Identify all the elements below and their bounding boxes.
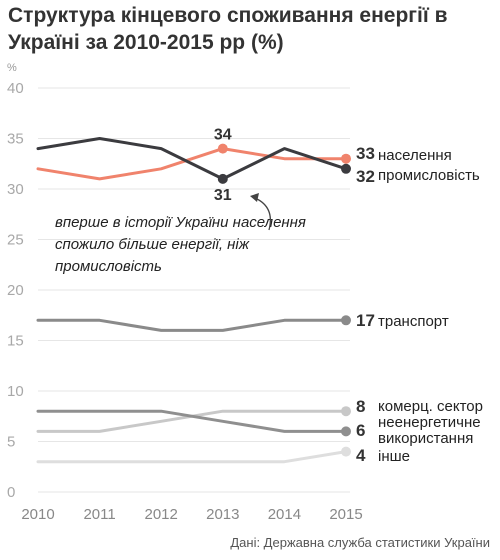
end-value-label: 33 bbox=[356, 144, 375, 163]
y-tick-label: 10 bbox=[7, 383, 24, 400]
series-line bbox=[38, 452, 346, 462]
series-name-label: транспорт bbox=[378, 313, 449, 330]
end-value-label: 32 bbox=[356, 167, 375, 186]
data-point bbox=[341, 315, 351, 325]
series-name-label: неенергетичне bbox=[378, 414, 481, 431]
data-point bbox=[341, 164, 351, 174]
y-tick-label: 5 bbox=[7, 434, 15, 451]
end-value-label: 4 bbox=[356, 446, 366, 465]
annotation-text: спожило більше енергії, ніж bbox=[55, 236, 250, 253]
x-tick-label: 2011 bbox=[83, 506, 115, 523]
annotation-text: промисловість bbox=[55, 258, 162, 275]
annotation-text: вперше в історії України населення bbox=[55, 214, 306, 231]
x-tick-label: 2014 bbox=[268, 506, 301, 523]
source-note: Дані: Державна служба статистики України bbox=[230, 535, 490, 550]
data-point bbox=[341, 154, 351, 164]
point-value-label: 31 bbox=[214, 187, 232, 204]
data-point bbox=[218, 144, 228, 154]
series-name-label: комерц. сектор bbox=[378, 398, 483, 415]
series-line bbox=[38, 411, 346, 431]
x-tick-label: 2015 bbox=[329, 506, 362, 523]
y-tick-label: 25 bbox=[7, 232, 24, 249]
point-value-label: 34 bbox=[214, 127, 232, 144]
data-point bbox=[341, 447, 351, 457]
series-name-label: інше bbox=[378, 448, 410, 465]
series-name-label: населення bbox=[378, 147, 452, 164]
series-line bbox=[38, 320, 346, 330]
y-tick-label: 15 bbox=[7, 333, 24, 350]
series-line bbox=[38, 411, 346, 431]
data-point bbox=[341, 426, 351, 436]
data-point bbox=[341, 406, 351, 416]
data-point bbox=[218, 174, 228, 184]
y-tick-label: 0 bbox=[7, 484, 15, 501]
y-tick-label: 20 bbox=[7, 282, 24, 299]
y-tick-label: 30 bbox=[7, 181, 24, 198]
annotation-arrowhead bbox=[250, 193, 259, 202]
x-tick-label: 2010 bbox=[21, 506, 54, 523]
x-tick-label: 2012 bbox=[145, 506, 178, 523]
y-unit-label: % bbox=[7, 62, 17, 74]
y-tick-label: 40 bbox=[7, 80, 24, 97]
series-name-label: використання bbox=[378, 430, 473, 447]
end-value-label: 6 bbox=[356, 421, 365, 440]
y-tick-label: 35 bbox=[7, 131, 24, 148]
end-value-label: 17 bbox=[356, 311, 375, 330]
x-tick-label: 2013 bbox=[206, 506, 239, 523]
series-name-label: промисловість bbox=[378, 167, 480, 184]
end-value-label: 8 bbox=[356, 397, 365, 416]
